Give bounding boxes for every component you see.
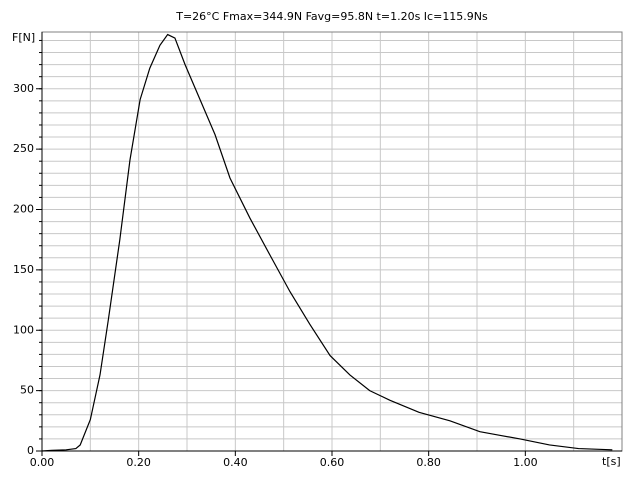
y-tick-label: 150	[13, 263, 34, 276]
x-axis-label: t[s]	[602, 455, 621, 468]
x-tick-label: 1.00	[513, 456, 538, 469]
y-tick-label: 100	[13, 323, 34, 336]
y-tick-label: 300	[13, 82, 34, 95]
x-tick-label: 0.60	[320, 456, 345, 469]
y-tick-label: 50	[20, 384, 34, 397]
y-axis-label: F[N]	[12, 31, 35, 44]
x-tick-label: 0.40	[223, 456, 248, 469]
x-tick-label: 0.20	[126, 456, 151, 469]
line-series	[41, 33, 613, 452]
x-tick-label: 0.00	[30, 456, 55, 469]
y-tick-label: 250	[13, 142, 34, 155]
y-tick-label: 200	[13, 203, 34, 216]
y-tick-label: 0	[27, 444, 34, 457]
chart-title: T=26°C Fmax=344.9N Favg=95.8N t=1.20s Ic…	[175, 10, 488, 23]
x-tick-label: 0.80	[416, 456, 441, 469]
